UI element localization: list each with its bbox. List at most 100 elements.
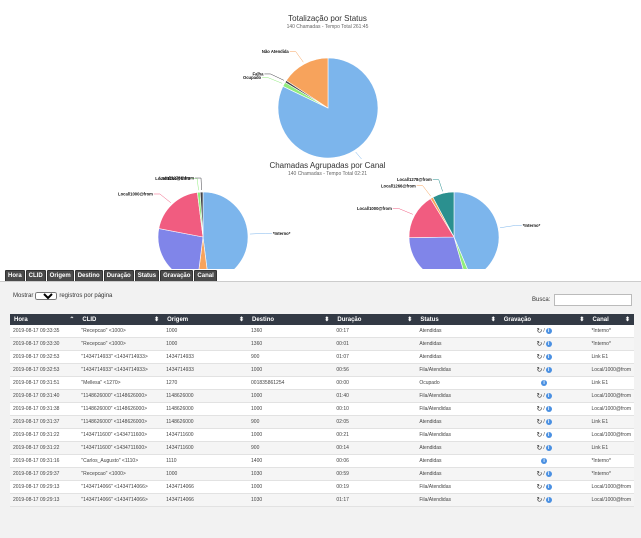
cell-gravacao: ↻/i bbox=[499, 389, 589, 403]
channel-chart-subtitle: 140 Chamadas - Tempo Total 02:21 bbox=[287, 171, 368, 177]
cell-gravacao: ↻/i bbox=[499, 325, 589, 338]
cell-hora: 2019-08-17 09:31:37 bbox=[10, 415, 79, 429]
cell-origem: 1000 bbox=[163, 337, 249, 351]
info-icon[interactable]: i bbox=[545, 367, 552, 373]
cell-duracao: 00:21 bbox=[333, 428, 417, 442]
cell-status: Fila/Atendidas bbox=[416, 363, 500, 377]
cell-clid: "Recepcao" <1000> bbox=[78, 325, 164, 338]
refresh-play-icon[interactable]: ↻ bbox=[536, 445, 543, 452]
col-header-destino[interactable]: Destino ⬍ bbox=[248, 314, 334, 325]
pie-slice[interactable] bbox=[432, 191, 455, 238]
pie-connector bbox=[153, 193, 171, 203]
refresh-play-icon[interactable]: ↻ bbox=[536, 471, 543, 478]
info-icon[interactable]: i bbox=[545, 471, 552, 477]
col-header-clid[interactable]: CLID ⬍ bbox=[78, 314, 164, 325]
col-header-gravacao[interactable]: Gravação ⬍ bbox=[499, 314, 589, 325]
cell-status: Fila/Atendidas bbox=[416, 480, 500, 494]
pie-connector bbox=[500, 225, 522, 228]
table-row: 2019-08-17 09:31:51 "Mellesa" <1270> 1270 0… bbox=[10, 376, 634, 390]
pie-label: Não Atendida bbox=[262, 49, 290, 54]
cell-origem: 1000 bbox=[163, 325, 249, 338]
info-icon[interactable]: i bbox=[545, 341, 552, 347]
toggle-canal-button[interactable]: Canal bbox=[194, 270, 217, 282]
search-input[interactable] bbox=[554, 294, 633, 306]
channel-chart-panel: Chamadas Agrupadas por Canal 140 Chamada… bbox=[64, 159, 591, 269]
info-icon[interactable]: i bbox=[545, 497, 552, 503]
info-icon[interactable]: i bbox=[545, 419, 552, 425]
info-icon[interactable]: i bbox=[545, 354, 552, 360]
refresh-play-icon[interactable]: ↻ bbox=[536, 393, 543, 400]
refresh-play-icon[interactable]: ↻ bbox=[536, 432, 543, 439]
records-table: Hora ⌃ CLID ⬍ Origem ⬍ Destino ⬍ Duração ⬍ St… bbox=[10, 314, 634, 507]
cell-gravacao: ↻/i bbox=[499, 350, 589, 364]
cell-duracao: 00:06 bbox=[333, 454, 417, 468]
cell-origem: 1434711600 bbox=[163, 428, 249, 442]
table-row: 2019-08-17 09:31:22 "1434711600" <1434711… bbox=[10, 428, 634, 442]
cell-clid: "1434714933" <1434714933> bbox=[78, 350, 164, 364]
cell-destino: 900 bbox=[248, 441, 334, 455]
page-length-select[interactable]: 20 bbox=[35, 292, 58, 300]
pie-label: Local/1278@from bbox=[397, 177, 432, 182]
pie-slice[interactable] bbox=[199, 191, 204, 238]
pie-slice[interactable] bbox=[453, 236, 471, 269]
refresh-play-icon[interactable]: ↻ bbox=[536, 419, 543, 426]
col-header-duracao[interactable]: Duração ⬍ bbox=[333, 314, 417, 325]
cell-canal: *Interno* bbox=[588, 325, 634, 338]
col-header-status[interactable]: Status ⬍ bbox=[416, 314, 500, 325]
info-icon[interactable]: i bbox=[545, 393, 552, 399]
pie-slice[interactable] bbox=[285, 57, 329, 109]
cell-canal: Local/1000@from bbox=[588, 402, 634, 416]
pie-slice[interactable] bbox=[202, 191, 249, 269]
refresh-play-icon[interactable]: ↻ bbox=[536, 497, 543, 504]
cell-canal: Link E1 bbox=[588, 441, 634, 455]
toggle-clid-button[interactable]: CLID bbox=[25, 270, 46, 282]
info-icon[interactable]: i bbox=[545, 406, 552, 412]
table-row: 2019-08-17 09:29:37 "Recepcao" <1000> 1000… bbox=[10, 467, 634, 481]
pie-slice[interactable] bbox=[408, 236, 466, 269]
cell-duracao: 01:07 bbox=[333, 350, 417, 364]
table-row: 2019-08-17 09:29:13 "1434714066" <1434714… bbox=[10, 493, 634, 507]
info-icon[interactable]: i bbox=[541, 457, 548, 464]
info-icon[interactable]: i bbox=[541, 379, 548, 386]
table-row: 2019-08-17 09:31:16 "Carlos_Augusto" <111… bbox=[10, 454, 634, 468]
cell-duracao: 00:59 bbox=[333, 467, 417, 481]
pie-slice[interactable] bbox=[157, 228, 204, 269]
pie-slice[interactable] bbox=[197, 236, 208, 269]
cell-duracao: 00:10 bbox=[333, 402, 417, 416]
col-header-canal[interactable]: Canal ⬍ bbox=[588, 314, 634, 325]
pie-slice[interactable] bbox=[158, 192, 204, 238]
col-header-origem[interactable]: Origem ⬍ bbox=[163, 314, 249, 325]
cell-canal: *Interno* bbox=[588, 454, 634, 468]
cell-duracao: 00:14 bbox=[333, 441, 417, 455]
pie-label: *Interno* bbox=[523, 223, 541, 228]
cell-clid: "1434711600" <1434711600> bbox=[78, 441, 164, 455]
pie-slice[interactable] bbox=[453, 191, 500, 269]
pie-slice[interactable] bbox=[408, 198, 455, 238]
cell-canal: Local/1000@from bbox=[588, 428, 634, 442]
cell-hora: 2019-08-17 09:33:35 bbox=[10, 325, 79, 338]
refresh-play-icon[interactable]: ↻ bbox=[536, 406, 543, 413]
cell-hora: 2019-08-17 09:31:22 bbox=[10, 428, 79, 442]
refresh-play-icon[interactable]: ↻ bbox=[536, 367, 543, 374]
refresh-play-icon[interactable]: ↻ bbox=[536, 354, 543, 361]
refresh-play-icon[interactable]: ↻ bbox=[536, 328, 543, 335]
info-icon[interactable]: i bbox=[545, 445, 552, 451]
cell-destino: 1360 bbox=[248, 337, 334, 351]
cell-canal: Link E1 bbox=[588, 350, 634, 364]
cell-status: Ocupado bbox=[416, 376, 500, 390]
cell-canal: Local/1000@from bbox=[588, 493, 634, 507]
cell-clid: "Recepcao" <1000> bbox=[78, 337, 164, 351]
cell-destino: 1000 bbox=[248, 363, 334, 377]
col-header-hora[interactable]: Hora ⌃ bbox=[10, 314, 79, 325]
pie-label: Local/1000@from bbox=[357, 206, 392, 211]
refresh-play-icon[interactable]: ↻ bbox=[536, 341, 543, 348]
channel-chart-title: Chamadas Agrupadas por Canal bbox=[269, 161, 386, 170]
info-icon[interactable]: i bbox=[545, 484, 552, 490]
cell-duracao: 00:17 bbox=[333, 325, 417, 338]
cell-status: Atendidas bbox=[416, 325, 500, 338]
cell-canal: Link E1 bbox=[588, 376, 634, 390]
info-icon[interactable]: i bbox=[545, 328, 552, 334]
cell-duracao: 00:19 bbox=[333, 480, 417, 494]
refresh-play-icon[interactable]: ↻ bbox=[536, 484, 543, 491]
info-icon[interactable]: i bbox=[545, 432, 552, 438]
